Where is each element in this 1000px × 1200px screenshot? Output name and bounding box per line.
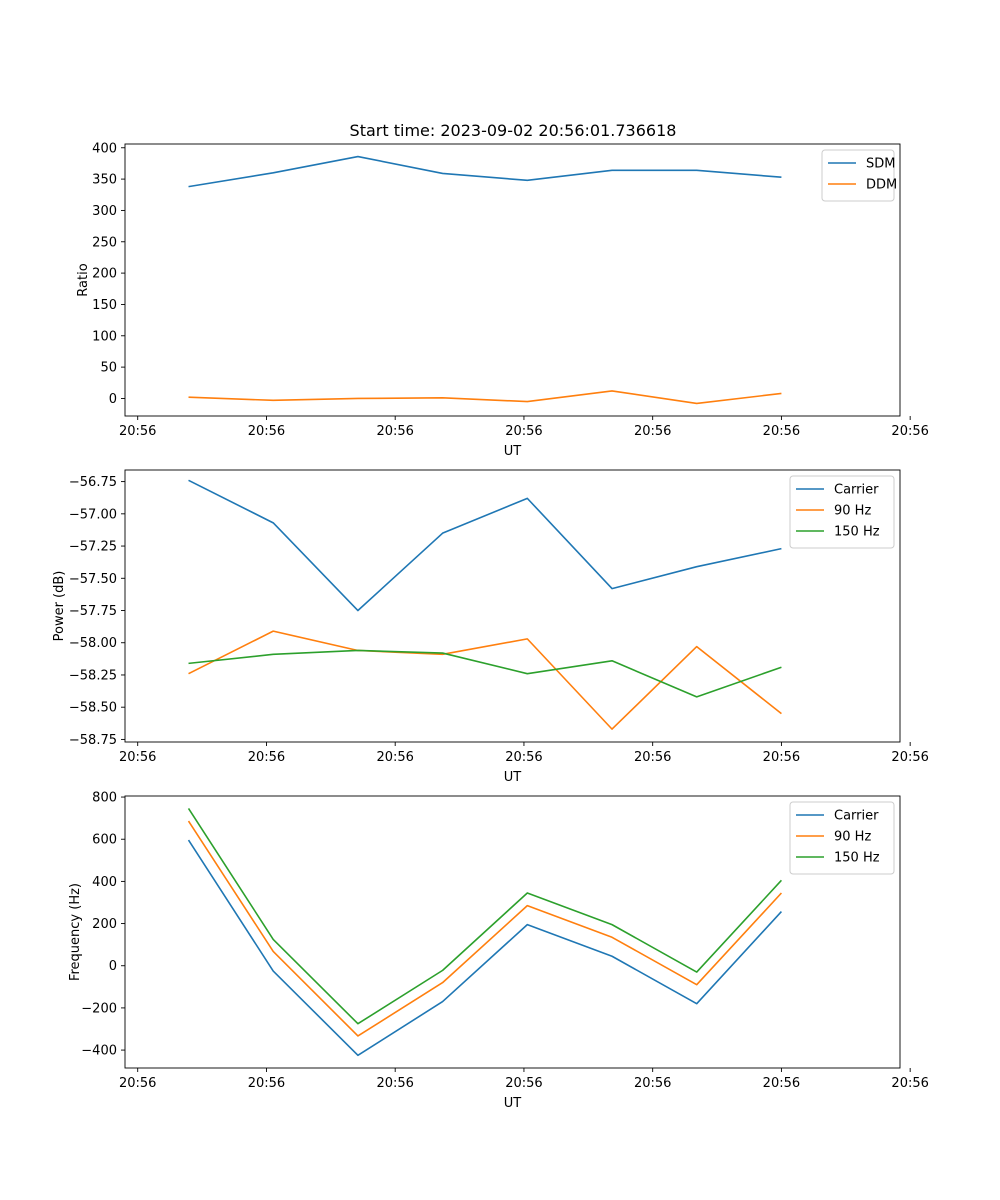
y-tick-label: −58.25: [69, 668, 117, 683]
x-tick-label: 20:56: [376, 424, 413, 439]
series-line-carrier: [188, 479, 782, 612]
y-tick-label: −57.75: [69, 604, 117, 619]
x-tick-label: 20:56: [634, 1076, 671, 1091]
y-tick-label: −57.00: [69, 507, 117, 522]
y-tick-label: 400: [92, 875, 117, 890]
series-line-ddm: [188, 390, 782, 405]
x-axis-label: UT: [504, 770, 522, 785]
x-tick-label: 20:56: [891, 1076, 928, 1091]
series-line-sdm: [188, 155, 782, 188]
y-axis-label: Frequency (Hz): [68, 883, 83, 981]
series-line-150-hz: [188, 649, 782, 698]
y-tick-label: −56.75: [69, 475, 117, 490]
x-tick-label: 20:56: [248, 1076, 285, 1091]
legend-label: 150 Hz: [834, 851, 880, 866]
y-tick-label: 150: [92, 298, 117, 313]
legend-label: DDM: [866, 178, 897, 193]
x-tick-label: 20:56: [634, 750, 671, 765]
x-tick-label: 20:56: [119, 1076, 156, 1091]
subplot-1: 20:56 20:56 20:56 20:56 20:56 20:56 20:56 0 50 10…: [76, 141, 929, 459]
series-line-90-hz: [188, 630, 782, 730]
y-tick-label: −58.75: [69, 733, 117, 748]
x-tick-label: 20:56: [763, 750, 800, 765]
y-tick-label: −58.50: [69, 701, 117, 716]
y-tick-label: 0: [109, 392, 117, 407]
y-tick-label: 0: [109, 959, 117, 974]
axes-frame: [124, 795, 901, 1069]
y-tick-label: 300: [92, 204, 117, 219]
figure-title: Start time: 2023-09-02 20:56:01.736618: [350, 121, 677, 140]
subplot-3: 20:56 20:56 20:56 20:56 20:56 20:56 20:56 −400 −…: [68, 791, 929, 1111]
x-tick-label: 20:56: [119, 750, 156, 765]
legend-label: SDM: [866, 157, 895, 172]
series-group: [188, 479, 782, 730]
y-tick-label: −57.50: [69, 572, 117, 587]
legend-box: [789, 475, 895, 549]
series-line-90-hz: [187, 820, 783, 1037]
legend-label: 90 Hz: [834, 830, 871, 845]
legend-label: 90 Hz: [834, 504, 871, 519]
subplots: 20:56 20:56 20:56 20:56 20:56 20:56 20:56 0 50 10…: [52, 141, 929, 1111]
x-tick-label: 20:56: [376, 1076, 413, 1091]
series-group: [188, 155, 782, 405]
legend: Carrier 90 Hz 150 Hz: [789, 475, 895, 549]
series-group: [187, 808, 783, 1057]
axes-frame: [124, 469, 901, 743]
y-tick-label: −200: [81, 1001, 117, 1016]
subplot-2: 20:56 20:56 20:56 20:56 20:56 20:56 20:56 −56.7…: [52, 469, 929, 785]
y-tick-label: −58.00: [69, 636, 117, 651]
axes-frame: [124, 143, 901, 417]
legend: SDM DDM: [821, 149, 897, 202]
x-tick-label: 20:56: [119, 424, 156, 439]
y-axis-label: Power (dB): [52, 571, 67, 642]
y-tick-label: 100: [92, 329, 117, 344]
series-line-carrier: [187, 839, 783, 1057]
y-tick-label: 200: [92, 267, 117, 282]
x-axis-label: UT: [504, 444, 522, 459]
y-tick-label: 800: [92, 791, 117, 806]
x-tick-label: 20:56: [505, 750, 542, 765]
y-tick-label: 600: [92, 833, 117, 848]
y-tick-label: 50: [100, 361, 117, 376]
legend: Carrier 90 Hz 150 Hz: [789, 801, 895, 875]
x-tick-label: 20:56: [763, 424, 800, 439]
x-tick-label: 20:56: [891, 424, 928, 439]
x-tick-label: 20:56: [891, 750, 928, 765]
y-tick-label: 200: [92, 917, 117, 932]
y-axis-label: Ratio: [76, 263, 91, 296]
legend-label: 150 Hz: [834, 525, 880, 540]
x-tick-label: 20:56: [248, 750, 285, 765]
y-tick-label: −57.25: [69, 540, 117, 555]
y-tick-label: 350: [92, 173, 117, 188]
y-tick-label: 250: [92, 235, 117, 250]
series-line-150-hz: [187, 808, 783, 1025]
x-tick-label: 20:56: [505, 1076, 542, 1091]
x-tick-label: 20:56: [763, 1076, 800, 1091]
y-tick-label: −400: [81, 1044, 117, 1059]
legend-label: Carrier: [834, 809, 879, 824]
x-axis-label: UT: [504, 1096, 522, 1111]
legend-box: [789, 801, 895, 875]
x-tick-label: 20:56: [505, 424, 542, 439]
x-tick-label: 20:56: [634, 424, 671, 439]
legend-label: Carrier: [834, 483, 879, 498]
x-tick-label: 20:56: [376, 750, 413, 765]
y-tick-label: 400: [92, 141, 117, 156]
x-tick-label: 20:56: [248, 424, 285, 439]
